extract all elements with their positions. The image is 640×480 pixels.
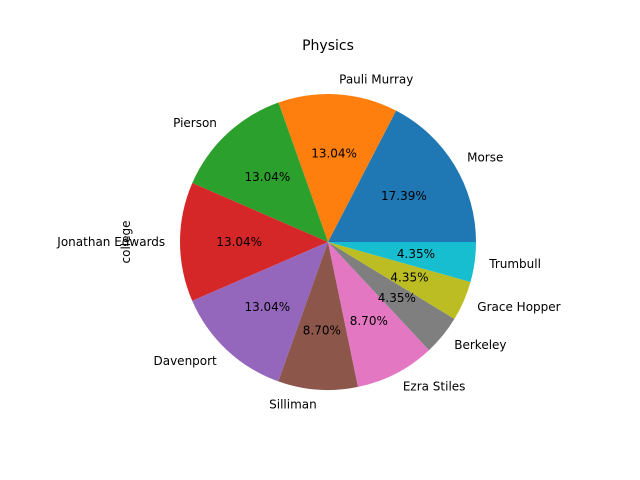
slice-label: Pauli Murray [339, 73, 413, 87]
pie-slice [328, 242, 471, 319]
slice-label: Ezra Stiles [403, 380, 466, 394]
slice-percent-label: 13.04% [311, 146, 357, 160]
pie-slice [192, 242, 328, 382]
slice-label: Pierson [173, 116, 217, 130]
pie-slice [192, 102, 328, 242]
slice-label: Berkeley [454, 338, 506, 352]
y-axis-label: college [119, 221, 133, 264]
pie-slices [180, 94, 476, 390]
pie-slice [328, 242, 429, 387]
slice-percent-label: 8.70% [350, 314, 388, 328]
slice-percent-label: 4.35% [390, 270, 428, 284]
slice-label: Grace Hopper [477, 300, 560, 314]
slice-label: Davenport [153, 354, 217, 368]
slice-label: Jonathan Edwards [56, 235, 165, 249]
pie-slice [328, 242, 455, 351]
pie-labels: Morse 17.39% Pauli Murray 13.04% Pierson 13.0… [56, 73, 560, 412]
slice-label: Morse [467, 150, 503, 164]
slice-percent-label: 17.39% [381, 189, 427, 203]
pie-slice [180, 182, 328, 301]
chart-title: Physics [302, 38, 354, 54]
pie-slice [328, 242, 476, 282]
pie-slice [278, 94, 397, 242]
slice-label: Trumbull [488, 257, 541, 271]
slice-label: Silliman [269, 397, 317, 411]
slice-percent-label: 13.04% [216, 235, 262, 249]
slice-percent-label: 13.04% [244, 300, 290, 314]
pie-slice [328, 110, 476, 242]
slice-percent-label: 4.35% [397, 247, 435, 261]
slice-percent-label: 8.70% [303, 324, 341, 338]
slice-percent-label: 13.04% [245, 170, 291, 184]
slice-percent-label: 4.35% [378, 291, 416, 305]
pie-slice [278, 242, 359, 390]
